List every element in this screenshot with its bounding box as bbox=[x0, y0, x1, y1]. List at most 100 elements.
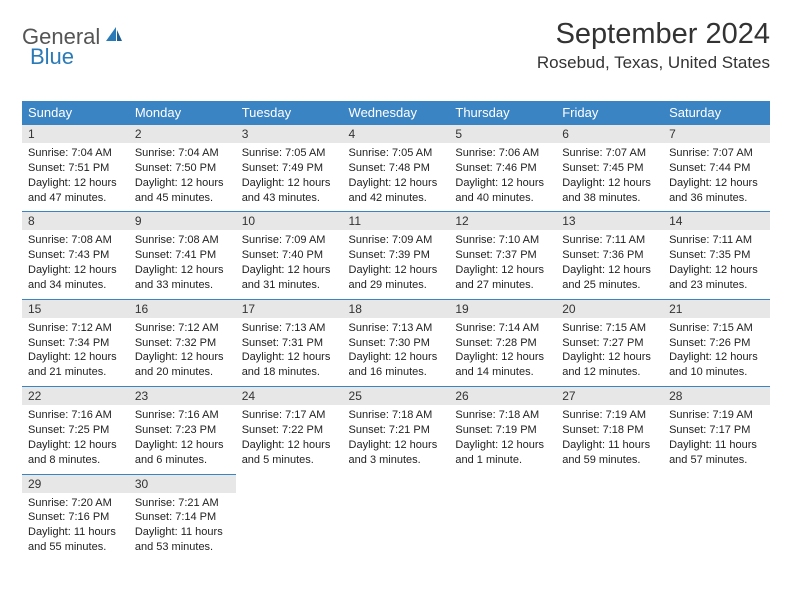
day-number: 12 bbox=[449, 211, 556, 230]
week-row: 22Sunrise: 7:16 AMSunset: 7:25 PMDayligh… bbox=[22, 386, 770, 473]
daylight-text: Daylight: 11 hours and 59 minutes. bbox=[562, 438, 657, 468]
day-number: 2 bbox=[129, 124, 236, 143]
daylight-text: Daylight: 12 hours and 34 minutes. bbox=[28, 263, 123, 293]
logo-sail-icon bbox=[105, 26, 123, 48]
day-cell: 19Sunrise: 7:14 AMSunset: 7:28 PMDayligh… bbox=[449, 299, 556, 386]
day-cell: 29Sunrise: 7:20 AMSunset: 7:16 PMDayligh… bbox=[22, 474, 129, 561]
day-content: Sunrise: 7:09 AMSunset: 7:39 PMDaylight:… bbox=[343, 230, 450, 292]
day-number: 11 bbox=[343, 211, 450, 230]
day-number: 27 bbox=[556, 386, 663, 405]
daylight-text: Daylight: 12 hours and 27 minutes. bbox=[455, 263, 550, 293]
daylight-text: Daylight: 12 hours and 42 minutes. bbox=[349, 176, 444, 206]
sunrise-text: Sunrise: 7:13 AM bbox=[349, 321, 444, 336]
day-number: 20 bbox=[556, 299, 663, 318]
sunset-text: Sunset: 7:30 PM bbox=[349, 336, 444, 351]
day-cell: 3Sunrise: 7:05 AMSunset: 7:49 PMDaylight… bbox=[236, 124, 343, 211]
sunrise-text: Sunrise: 7:18 AM bbox=[455, 408, 550, 423]
sunset-text: Sunset: 7:48 PM bbox=[349, 161, 444, 176]
day-content: Sunrise: 7:14 AMSunset: 7:28 PMDaylight:… bbox=[449, 318, 556, 380]
sunset-text: Sunset: 7:36 PM bbox=[562, 248, 657, 263]
day-number: 21 bbox=[663, 299, 770, 318]
day-cell: 6 Sunrise: 7:07 AMSunset: 7:45 PMDaylight… bbox=[556, 124, 663, 211]
sunrise-text: Sunrise: 7:21 AM bbox=[135, 496, 230, 511]
sunset-text: Sunset: 7:45 PM bbox=[562, 161, 657, 176]
sunset-text: Sunset: 7:22 PM bbox=[242, 423, 337, 438]
day-content: Sunrise: 7:05 AMSunset: 7:49 PMDaylight:… bbox=[236, 143, 343, 205]
week-row: 15Sunrise: 7:12 AMSunset: 7:34 PMDayligh… bbox=[22, 299, 770, 386]
day-number: 1 bbox=[22, 124, 129, 143]
logo-blue-row: Blue bbox=[30, 44, 74, 70]
day-content: Sunrise: 7:19 AMSunset: 7:18 PMDaylight:… bbox=[556, 405, 663, 467]
dayhead-wed: Wednesday bbox=[343, 101, 450, 124]
day-cell: 9Sunrise: 7:08 AMSunset: 7:41 PMDaylight… bbox=[129, 211, 236, 298]
day-cell: 23Sunrise: 7:16 AMSunset: 7:23 PMDayligh… bbox=[129, 386, 236, 473]
logo-text-blue: Blue bbox=[30, 44, 74, 69]
sunset-text: Sunset: 7:32 PM bbox=[135, 336, 230, 351]
sunrise-text: Sunrise: 7:14 AM bbox=[455, 321, 550, 336]
day-content: Sunrise: 7:08 AMSunset: 7:43 PMDaylight:… bbox=[22, 230, 129, 292]
sunrise-text: Sunrise: 7:18 AM bbox=[349, 408, 444, 423]
day-cell: 12 Sunrise: 7:10 AMSunset: 7:37 PMDayligh… bbox=[449, 211, 556, 298]
day-number: 28 bbox=[663, 386, 770, 405]
sunset-text: Sunset: 7:23 PM bbox=[135, 423, 230, 438]
daylight-text: Daylight: 12 hours and 40 minutes. bbox=[455, 176, 550, 206]
dayhead-sat: Saturday bbox=[663, 101, 770, 124]
daylight-text: Daylight: 12 hours and 31 minutes. bbox=[242, 263, 337, 293]
day-number: 15 bbox=[22, 299, 129, 318]
day-cell: 20Sunrise: 7:15 AMSunset: 7:27 PMDayligh… bbox=[556, 299, 663, 386]
sunrise-text: Sunrise: 7:12 AM bbox=[28, 321, 123, 336]
day-content: Sunrise: 7:21 AMSunset: 7:14 PMDaylight:… bbox=[129, 493, 236, 555]
sunset-text: Sunset: 7:28 PM bbox=[455, 336, 550, 351]
day-cell: .. bbox=[236, 474, 343, 561]
sunrise-text: Sunrise: 7:19 AM bbox=[562, 408, 657, 423]
daylight-text: Daylight: 12 hours and 5 minutes. bbox=[242, 438, 337, 468]
sunrise-text: Sunrise: 7:10 AM bbox=[455, 233, 550, 248]
daylight-text: Daylight: 12 hours and 1 minute. bbox=[455, 438, 550, 468]
day-content: Sunrise: 7:19 AMSunset: 7:17 PMDaylight:… bbox=[663, 405, 770, 467]
daylight-text: Daylight: 12 hours and 45 minutes. bbox=[135, 176, 230, 206]
title-block: September 2024 Rosebud, Texas, United St… bbox=[537, 18, 770, 73]
day-number: 13 bbox=[556, 211, 663, 230]
dayhead-sun: Sunday bbox=[22, 101, 129, 124]
sunrise-text: Sunrise: 7:19 AM bbox=[669, 408, 764, 423]
sunrise-text: Sunrise: 7:08 AM bbox=[28, 233, 123, 248]
sunrise-text: Sunrise: 7:16 AM bbox=[28, 408, 123, 423]
day-content: Sunrise: 7:05 AMSunset: 7:48 PMDaylight:… bbox=[343, 143, 450, 205]
sunrise-text: Sunrise: 7:05 AM bbox=[349, 146, 444, 161]
day-cell: 17Sunrise: 7:13 AMSunset: 7:31 PMDayligh… bbox=[236, 299, 343, 386]
daylight-text: Daylight: 12 hours and 21 minutes. bbox=[28, 350, 123, 380]
day-cell: 13Sunrise: 7:11 AMSunset: 7:36 PMDayligh… bbox=[556, 211, 663, 298]
sunset-text: Sunset: 7:37 PM bbox=[455, 248, 550, 263]
day-number: 17 bbox=[236, 299, 343, 318]
day-number: 14 bbox=[663, 211, 770, 230]
day-content: Sunrise: 7:12 AMSunset: 7:32 PMDaylight:… bbox=[129, 318, 236, 380]
sunset-text: Sunset: 7:50 PM bbox=[135, 161, 230, 176]
sunrise-text: Sunrise: 7:05 AM bbox=[242, 146, 337, 161]
daylight-text: Daylight: 12 hours and 8 minutes. bbox=[28, 438, 123, 468]
day-cell: 11Sunrise: 7:09 AMSunset: 7:39 PMDayligh… bbox=[343, 211, 450, 298]
sunrise-text: Sunrise: 7:04 AM bbox=[135, 146, 230, 161]
day-number: 24 bbox=[236, 386, 343, 405]
day-cell: 5Sunrise: 7:06 AMSunset: 7:46 PMDaylight… bbox=[449, 124, 556, 211]
day-cell: 4Sunrise: 7:05 AMSunset: 7:48 PMDaylight… bbox=[343, 124, 450, 211]
day-number: 3 bbox=[236, 124, 343, 143]
sunset-text: Sunset: 7:39 PM bbox=[349, 248, 444, 263]
day-content: Sunrise: 7:13 AMSunset: 7:31 PMDaylight:… bbox=[236, 318, 343, 380]
day-number: 8 bbox=[22, 211, 129, 230]
daylight-text: Daylight: 11 hours and 55 minutes. bbox=[28, 525, 123, 555]
day-number: 4 bbox=[343, 124, 450, 143]
day-cell: .. bbox=[663, 474, 770, 561]
daylight-text: Daylight: 12 hours and 38 minutes. bbox=[562, 176, 657, 206]
day-content: Sunrise: 7:06 AMSunset: 7:46 PMDaylight:… bbox=[449, 143, 556, 205]
sunrise-text: Sunrise: 7:07 AM bbox=[562, 146, 657, 161]
dayhead-mon: Monday bbox=[129, 101, 236, 124]
day-content: Sunrise: 7:18 AMSunset: 7:21 PMDaylight:… bbox=[343, 405, 450, 467]
day-number: 6 bbox=[556, 124, 663, 143]
sunrise-text: Sunrise: 7:17 AM bbox=[242, 408, 337, 423]
calendar-page: General September 2024 Rosebud, Texas, U… bbox=[0, 0, 792, 579]
sunset-text: Sunset: 7:21 PM bbox=[349, 423, 444, 438]
daylight-text: Daylight: 11 hours and 53 minutes. bbox=[135, 525, 230, 555]
dayhead-fri: Friday bbox=[556, 101, 663, 124]
calendar-body: 1Sunrise: 7:04 AMSunset: 7:51 PMDaylight… bbox=[22, 124, 770, 561]
sunrise-text: Sunrise: 7:06 AM bbox=[455, 146, 550, 161]
